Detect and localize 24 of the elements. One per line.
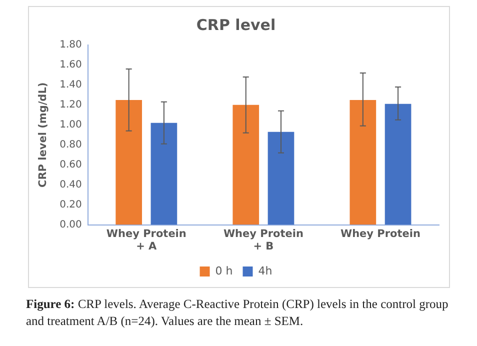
- bar: [268, 132, 294, 225]
- y-tick-label: 0.80: [60, 139, 82, 150]
- y-tick-label: 0.60: [60, 159, 82, 170]
- y-tick-label: 1.00: [60, 120, 82, 131]
- chart-title: CRP level: [196, 16, 276, 34]
- legend-label: 0 h: [215, 264, 233, 278]
- bar: [384, 104, 412, 225]
- bar: [350, 100, 376, 225]
- y-tick-label: 1.40: [60, 80, 82, 91]
- bar: [150, 122, 178, 225]
- y-tick-label: 0.00: [60, 219, 82, 230]
- x-tick-label: Whey Protein + A: [106, 228, 186, 252]
- y-tick-label: 0.40: [60, 179, 82, 190]
- y-tick-label: 0.20: [60, 199, 82, 210]
- y-tick-label: 1.80: [60, 40, 82, 51]
- bar: [232, 104, 260, 225]
- caption: Figure 6: CRP levels. Average C-Reactive Protein (CRP) levels in the control group and treatment A/B (n=24). Values are the mean ± SEM.: [26, 296, 450, 330]
- y-tick-label: 1.60: [60, 60, 82, 71]
- x-tick-label: Whey Protein + B: [223, 228, 304, 252]
- bar: [116, 100, 142, 225]
- y-tick-label: 1.20: [60, 100, 82, 111]
- y-axis-title: CRP level (mg/dL): [37, 82, 50, 188]
- legend-label: 4h: [258, 264, 272, 278]
- x-tick-label: Whey Protein: [340, 228, 420, 240]
